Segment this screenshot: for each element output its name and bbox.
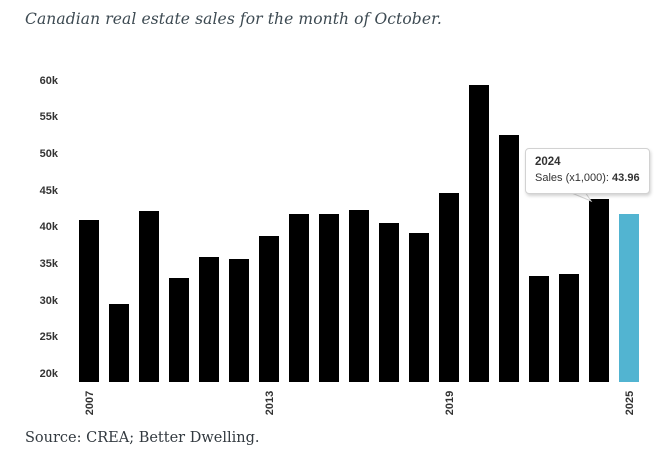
y-tick-label: 50k [39,148,58,161]
bar-2017[interactable] [379,223,400,382]
bar-2009[interactable] [139,210,160,382]
tooltip-series-label: Sales (x1,000): [535,171,609,184]
bar-2019[interactable] [439,193,460,382]
y-tick-label: 55k [39,111,58,124]
bar-2011[interactable] [199,256,220,382]
bar-2021[interactable] [499,134,520,382]
y-tick-label: 45k [39,184,58,197]
y-tick-label: 40k [39,221,58,234]
source-note: Source: CREA; Better Dwelling. [25,430,260,446]
y-tick-label: 25k [39,331,58,344]
x-tick-label: 2013 [264,390,277,416]
bar-2008[interactable] [109,303,130,382]
bar-2018[interactable] [409,232,430,382]
bar-2010[interactable] [169,278,190,382]
x-tick-label: 2007 [84,390,97,416]
y-tick-label: 60k [39,74,58,87]
tooltip-year: 2024 [535,156,561,168]
bar-2014[interactable] [289,214,310,382]
bar-2013[interactable] [259,236,280,382]
bar-2022[interactable] [529,275,550,382]
bar-2024[interactable] [589,199,610,382]
y-tick-label: 20k [39,367,58,380]
bar-2015[interactable] [319,213,340,382]
bar-2016[interactable] [349,209,370,382]
tooltip: 2024 Sales (x1,000): 43.96 [525,148,650,194]
x-tick-label: 2025 [624,390,637,416]
bar-2020[interactable] [469,84,490,382]
x-tick-label: 2019 [444,390,457,416]
bar-2012[interactable] [229,259,250,382]
tooltip-value: 43.96 [612,171,640,184]
y-tick-label: 35k [39,257,58,270]
tooltip-body: Sales (x1,000): 43.96 [535,171,640,187]
chart-title: Canadian real estate sales for the month… [25,10,442,28]
bar-2023[interactable] [559,274,580,382]
y-tick-label: 30k [39,294,58,307]
bar-2025[interactable] [619,213,640,382]
bar-2007[interactable] [79,220,100,382]
